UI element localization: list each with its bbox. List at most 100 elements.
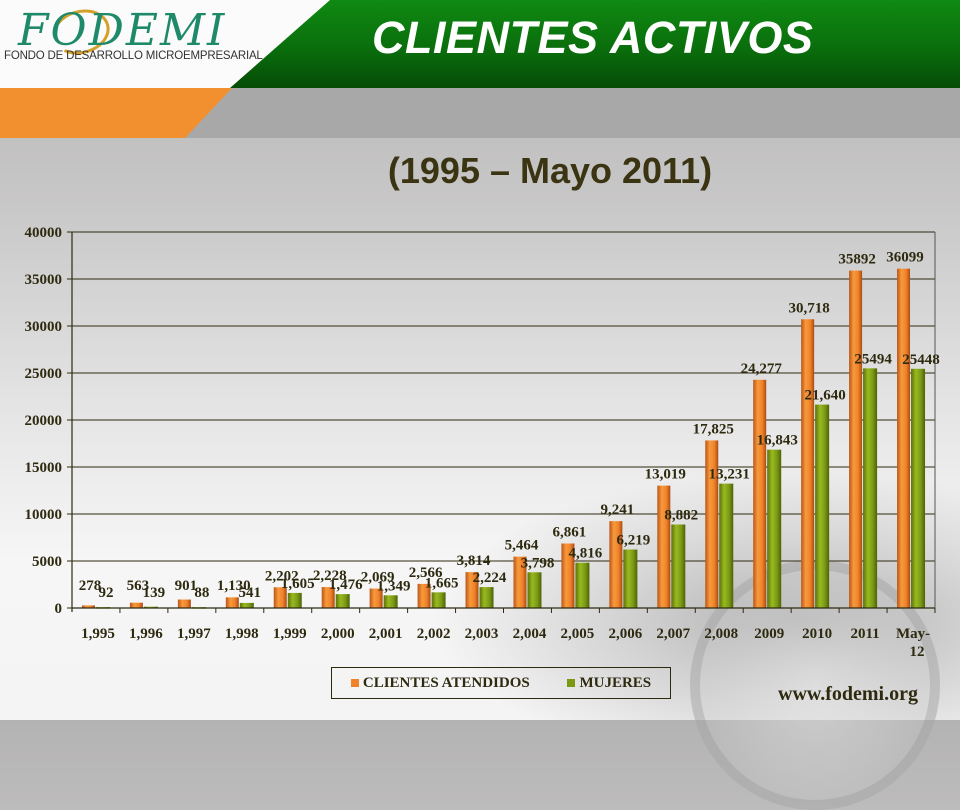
x-tick-label: 1,998 [225,626,259,642]
data-label-mujeres: 25448 [902,352,940,368]
bar-clientes [753,379,767,608]
bar-mujeres [863,368,878,608]
bar-mujeres [383,595,398,608]
data-label-clientes: 36099 [886,250,924,266]
data-label-mujeres: 541 [239,585,262,601]
x-tick-label: 2,002 [417,626,451,642]
bar-clientes [369,588,383,608]
bar-clientes [849,270,863,608]
x-tick-label: 1,996 [129,626,163,642]
website-link[interactable]: www.fodemi.org [778,683,918,705]
data-label-mujeres: 6,219 [616,533,650,549]
page-title: CLIENTES ACTIVOS [372,12,814,63]
x-tick-label: 2,004 [513,626,547,642]
header-green-band [230,0,960,88]
data-label-clientes: 563 [127,578,150,594]
data-label-mujeres: 4,816 [569,546,603,562]
x-tick-label: 2009 [754,626,784,642]
chart-legend: CLIENTES ATENDIDOS MUJERES [331,667,671,699]
x-tick-label: 2,003 [465,626,499,642]
x-tick-label: 2,007 [656,626,690,642]
bar-clientes [417,583,431,608]
data-label-mujeres: 13,231 [709,467,750,483]
x-tick-label: 2,001 [369,626,403,642]
y-tick-label: 20000 [25,413,63,429]
bar-mujeres [431,592,446,608]
bar-clientes [177,599,191,608]
y-tick-label: 35000 [25,272,63,288]
x-tick-label: 2010 [802,626,832,642]
y-tick-label: 15000 [25,460,63,476]
bar-clientes [513,556,527,608]
legend-swatch-orange-icon [350,679,359,687]
bar-clientes [225,597,239,608]
x-tick-label: May- [896,626,930,642]
bars [81,268,926,609]
data-label-clientes: 6,861 [553,525,587,541]
data-label-mujeres: 16,843 [757,433,798,449]
data-label-mujeres: 2,224 [473,570,507,586]
x-tick-label: 1,995 [81,626,115,642]
bar-mujeres [767,449,782,608]
legend-item-clientes: CLIENTES ATENDIDOS [350,674,530,692]
bar-mujeres [239,602,254,608]
data-label-clientes: 24,277 [741,361,783,377]
x-tick-label: 2,005 [561,626,595,642]
bar-clientes [273,587,287,608]
bar-mujeres [479,587,494,608]
logo-word: FODEMI [18,5,227,56]
data-label-mujeres: 1,476 [329,577,363,593]
logo-subtitle: FONDO DE DESARROLLO MICROEMPRESARIAL [4,50,263,62]
y-tick-label: 5000 [32,554,62,570]
x-tick-label: 1,997 [177,626,211,642]
axes: 0 5000 10000 15000 20000 25000 30000 35000 40000… [25,225,936,660]
data-label-mujeres: 1,665 [425,575,459,591]
data-label-mujeres: 139 [143,585,166,601]
data-label-clientes: 2,566 [409,565,443,581]
bar-mujeres [671,524,686,608]
y-tick-label: 40000 [25,225,63,241]
bar-mujeres [575,562,590,608]
legend-item-mujeres: MUJERES [567,675,651,692]
y-tick-label: 25000 [25,366,63,382]
data-label-clientes: 30,718 [789,300,830,316]
data-label-clientes: 5,464 [505,538,539,554]
bar-clientes [561,543,575,608]
chart-subtitle: (1995 – Mayo 2011) [387,150,713,191]
bar-mujeres [911,368,926,608]
bar-mujeres [719,483,734,608]
data-label-mujeres: 92 [98,585,113,601]
data-label-clientes: 35892 [838,252,876,268]
bar-clientes [609,521,623,608]
bar-mujeres [623,549,638,608]
bar-clientes [897,268,911,608]
x-tick-label: 1,999 [273,626,307,642]
data-label-mujeres: 1,349 [377,578,411,594]
data-label-clientes: 278 [79,578,102,594]
bar-clientes [321,587,335,608]
fodemi-logo: FODEMI FONDO DE DESARROLLO MICROEMPRESAR… [4,3,263,68]
data-label-clientes: 2,069 [361,570,395,586]
data-label-clientes: 17,825 [693,421,734,437]
data-label-mujeres: 1,605 [281,576,315,592]
data-label-mujeres: 21,640 [805,388,846,404]
data-label-mujeres: 88 [194,585,209,601]
y-tick-label: 0 [55,601,63,617]
x-tick-label: 12 [910,644,925,660]
bar-mujeres [527,572,542,608]
data-label-clientes: 901 [175,578,198,594]
bar-mujeres [815,404,830,608]
data-label-mujeres: 3,798 [521,555,555,571]
bar-clientes [657,485,671,608]
x-tick-label: 2,000 [321,626,355,642]
data-label-clientes: 3,814 [457,553,491,569]
data-label-clientes: 13,019 [645,467,686,483]
bar-clientes [801,319,815,608]
legend-label-clientes: CLIENTES ATENDIDOS [362,674,530,691]
bar-clientes [465,572,479,608]
bar-clientes [81,605,95,608]
bar-mujeres [335,594,350,608]
data-label-clientes: 1,130 [217,578,251,594]
